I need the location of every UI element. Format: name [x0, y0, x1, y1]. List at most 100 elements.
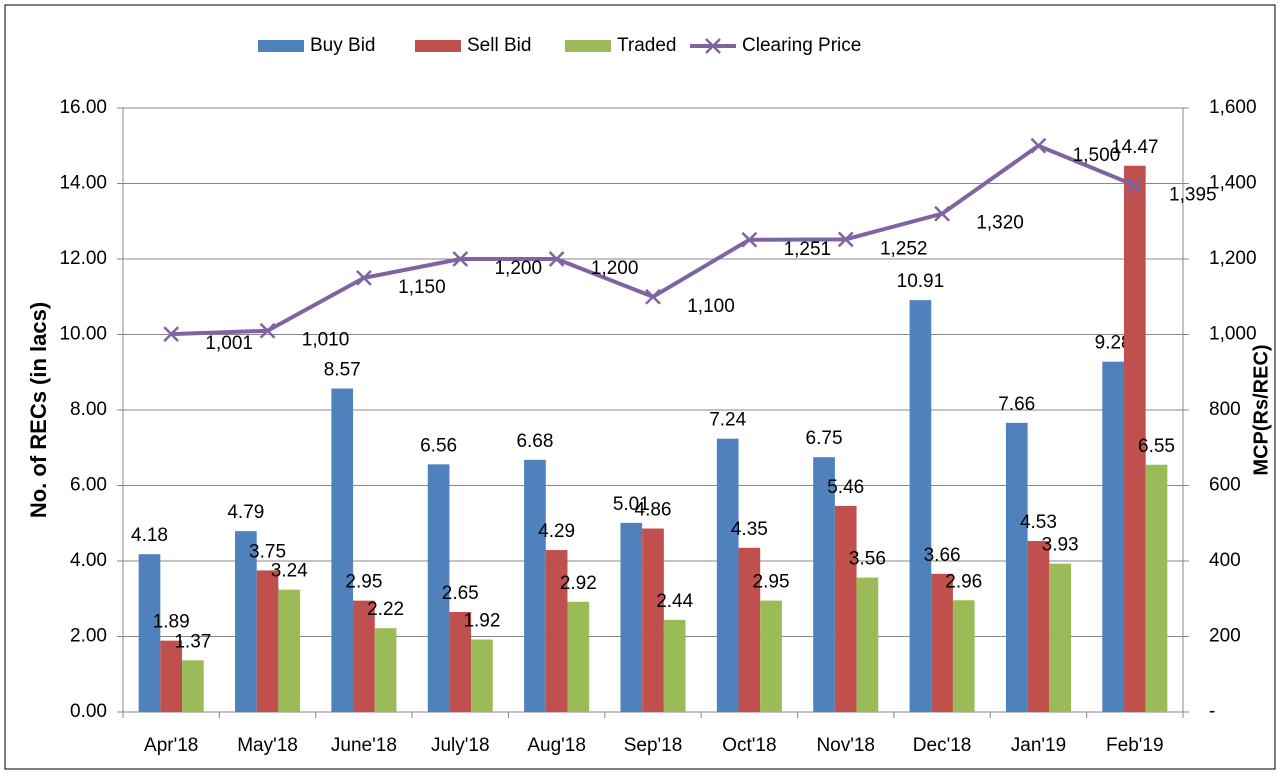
line-marker	[452, 251, 469, 267]
line-marker	[1030, 137, 1047, 154]
line-marker	[163, 326, 180, 343]
y-tick-label: 16.00	[59, 97, 107, 118]
bar-value-label: 3.24	[271, 561, 308, 582]
bar	[1102, 361, 1124, 712]
bar	[716, 438, 739, 712]
bar-value-label: 4.35	[731, 519, 768, 540]
x-tick-label: Aug'18	[527, 735, 586, 756]
bar-value-label: 6.75	[806, 428, 843, 449]
bar	[449, 611, 472, 712]
y2-axis-title: MCP(Rs/REC)	[1250, 344, 1272, 475]
bar-value-label: 7.66	[998, 394, 1035, 415]
y-tick-label: 4.00	[70, 550, 107, 571]
bar	[760, 600, 782, 712]
bar	[834, 505, 857, 712]
y2-tick-label: 400	[1209, 550, 1241, 571]
line-value-label: 1,100	[687, 296, 735, 317]
x-tick-label: Nov'18	[816, 735, 875, 756]
x-tick-label: Feb'19	[1106, 735, 1164, 756]
y-tick-label: 0.00	[70, 701, 107, 722]
bar-value-label: 6.56	[420, 435, 457, 456]
legend-label: Sell Bid	[467, 35, 531, 56]
legend-label: Clearing Price	[742, 35, 861, 56]
bar	[620, 522, 643, 712]
line-value-label: 1,395	[1169, 184, 1217, 205]
legend-swatch	[415, 40, 461, 52]
bar	[738, 547, 761, 712]
bar-value-label: 4.53	[1020, 512, 1057, 533]
y-tick-label: 6.00	[70, 475, 107, 496]
bar-value-label: 3.93	[1042, 535, 1079, 556]
legend-swatch	[258, 40, 304, 52]
y-tick-label: 12.00	[59, 248, 107, 269]
bar	[235, 531, 257, 712]
line-value-label: 1,320	[976, 213, 1024, 234]
bar	[567, 601, 590, 712]
bar	[1049, 563, 1071, 712]
bar-value-label: 2.92	[560, 573, 597, 594]
bar	[952, 600, 975, 712]
bar	[182, 660, 204, 712]
bar	[160, 640, 183, 712]
bar-value-label: 14.47	[1111, 137, 1159, 158]
bar	[813, 457, 835, 712]
y2-tick-label: 1,200	[1209, 248, 1257, 269]
bar-value-label: 9.28	[1095, 333, 1132, 354]
bar	[1123, 165, 1146, 712]
bar	[642, 528, 664, 712]
bar	[471, 639, 493, 712]
bar	[374, 628, 397, 712]
bar-value-label: 2.96	[945, 571, 982, 592]
bar-value-label: 5.01	[613, 494, 650, 515]
x-tick-label: July'18	[431, 735, 490, 756]
y-axis-title: No. of RECs (in lacs)	[26, 302, 51, 518]
bar-value-label: 2.22	[367, 599, 404, 620]
line-marker	[259, 322, 276, 339]
bar-value-label: 5.46	[827, 477, 864, 498]
line-marker	[934, 205, 950, 222]
bar-value-label: 2.95	[753, 572, 790, 593]
y-tick-label: 8.00	[70, 399, 107, 420]
bar-value-label: 8.57	[324, 359, 361, 380]
bar	[931, 573, 953, 712]
bar-value-label: 3.56	[849, 549, 886, 570]
bar-value-label: 4.86	[635, 500, 672, 521]
bar-value-label: 6.55	[1138, 436, 1175, 457]
bar-value-label: 3.66	[924, 545, 961, 566]
x-tick-label: Apr'18	[144, 735, 198, 756]
bar	[663, 619, 686, 712]
bar-value-label: 1.37	[174, 631, 211, 652]
bar-value-label: 4.29	[538, 521, 575, 542]
line-marker	[837, 231, 854, 248]
bar	[353, 600, 375, 712]
bar-value-label: 2.44	[656, 591, 693, 612]
line-value-label: 1,010	[302, 330, 350, 351]
line-marker	[645, 288, 661, 305]
bar	[427, 464, 450, 712]
line-value-label: 1,001	[205, 333, 253, 354]
legend-label: Buy Bid	[310, 35, 375, 56]
line-value-label: 1,200	[494, 258, 542, 279]
line-marker	[356, 269, 372, 286]
bar-value-label: 1.89	[153, 612, 190, 633]
bar	[138, 554, 161, 712]
x-tick-label: Sep'18	[624, 735, 683, 756]
bar-value-label: 2.95	[345, 572, 382, 593]
y2-tick-label: 600	[1209, 475, 1241, 496]
y2-tick-label: 1,600	[1209, 97, 1257, 118]
y2-tick-label: 1,400	[1209, 173, 1257, 194]
y-tick-label: 14.00	[59, 173, 107, 194]
y2-tick-label: -	[1209, 701, 1215, 722]
line-marker	[741, 231, 758, 248]
bar	[909, 300, 932, 712]
y2-tick-label: 800	[1209, 399, 1241, 420]
line-value-label: 1,251	[784, 239, 832, 260]
y2-tick-label: 1,000	[1209, 324, 1257, 345]
bar	[278, 589, 301, 712]
y-tick-label: 10.00	[59, 324, 107, 345]
bar-value-label: 10.91	[897, 271, 945, 292]
bar	[1027, 540, 1050, 712]
y2-tick-label: 200	[1209, 626, 1241, 647]
bar-value-label: 4.79	[227, 502, 264, 523]
